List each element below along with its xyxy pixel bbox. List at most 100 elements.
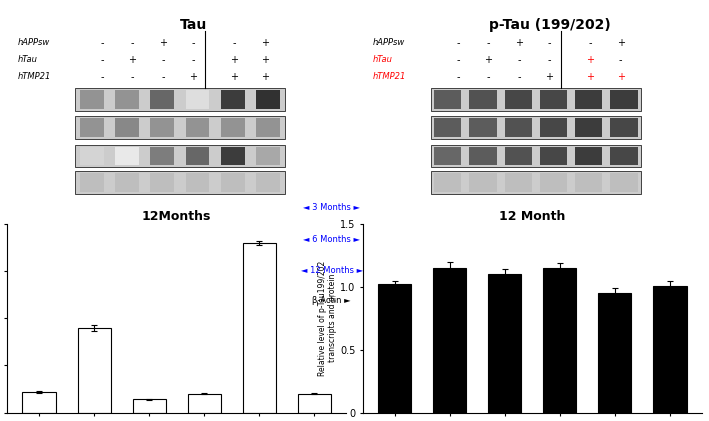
Bar <box>186 173 209 192</box>
Bar <box>431 116 641 139</box>
Text: -: - <box>588 38 592 48</box>
Bar <box>188 394 220 413</box>
Bar <box>80 90 104 109</box>
Text: -: - <box>191 38 195 48</box>
Text: hAPPsw: hAPPsw <box>17 38 50 47</box>
Bar <box>575 147 602 165</box>
Bar <box>256 118 280 137</box>
Text: -: - <box>233 38 236 48</box>
Bar <box>433 268 467 413</box>
Bar <box>575 90 602 109</box>
Bar <box>115 173 139 192</box>
Text: hTau: hTau <box>373 55 393 64</box>
Text: -: - <box>486 72 490 82</box>
Text: -: - <box>191 55 195 65</box>
Bar <box>256 90 280 109</box>
Text: -: - <box>547 55 551 65</box>
Text: β-Actin ►: β-Actin ► <box>313 296 351 305</box>
Text: +: + <box>261 55 269 65</box>
Bar <box>543 268 576 413</box>
Bar <box>610 118 637 137</box>
Bar <box>379 284 411 413</box>
Title: 12Months: 12Months <box>142 210 211 223</box>
Bar <box>469 147 496 165</box>
Text: -: - <box>456 72 459 82</box>
Bar <box>150 147 174 165</box>
Text: +: + <box>617 38 625 48</box>
Bar <box>77 328 111 413</box>
Text: -: - <box>456 38 459 48</box>
Text: +: + <box>586 72 594 82</box>
Text: -: - <box>100 55 104 65</box>
Text: +: + <box>261 72 269 82</box>
Bar <box>540 147 567 165</box>
Text: -: - <box>619 55 623 65</box>
Text: hTMP21: hTMP21 <box>17 72 50 81</box>
Bar <box>540 90 567 109</box>
Bar <box>256 173 280 192</box>
Bar <box>221 147 245 165</box>
Bar <box>150 173 174 192</box>
Bar <box>115 147 139 165</box>
Bar <box>75 171 285 194</box>
Bar <box>469 90 496 109</box>
Text: hAPPsw: hAPPsw <box>373 38 406 47</box>
Bar <box>75 88 285 111</box>
Text: p-Tau (199/202): p-Tau (199/202) <box>489 18 610 32</box>
Bar <box>431 171 641 194</box>
Bar <box>186 147 209 165</box>
Bar <box>434 90 462 109</box>
Bar <box>434 118 462 137</box>
Bar <box>434 147 462 165</box>
Bar <box>610 147 637 165</box>
Bar <box>598 293 632 413</box>
Bar <box>221 90 245 109</box>
Text: -: - <box>517 55 520 65</box>
Text: Tau: Tau <box>180 18 207 32</box>
Text: +: + <box>617 72 625 82</box>
Bar <box>186 90 209 109</box>
Bar <box>80 118 104 137</box>
Text: -: - <box>161 55 164 65</box>
Text: -: - <box>130 72 134 82</box>
Bar <box>186 118 209 137</box>
Bar <box>133 400 166 413</box>
Bar <box>505 147 532 165</box>
Text: +: + <box>230 55 238 65</box>
Text: +: + <box>159 38 167 48</box>
Bar <box>80 173 104 192</box>
Text: +: + <box>230 72 238 82</box>
Bar <box>431 145 641 167</box>
Bar <box>221 118 245 137</box>
Bar <box>298 394 330 413</box>
Text: +: + <box>128 55 137 65</box>
Bar <box>654 285 686 413</box>
Text: -: - <box>100 72 104 82</box>
Bar <box>505 173 532 192</box>
Bar <box>23 392 55 413</box>
Text: ◄ 3 Months ►: ◄ 3 Months ► <box>303 203 360 213</box>
Bar <box>431 88 641 111</box>
Bar <box>469 173 496 192</box>
Bar <box>540 173 567 192</box>
Bar <box>575 118 602 137</box>
Text: -: - <box>517 72 520 82</box>
Text: -: - <box>100 38 104 48</box>
Text: -: - <box>161 72 164 82</box>
Bar <box>505 118 532 137</box>
Text: +: + <box>189 72 198 82</box>
Bar <box>115 118 139 137</box>
Bar <box>610 173 637 192</box>
Text: -: - <box>486 38 490 48</box>
Bar <box>540 118 567 137</box>
Bar <box>115 90 139 109</box>
Bar <box>610 90 637 109</box>
Text: +: + <box>586 55 594 65</box>
Text: hTau: hTau <box>17 55 37 64</box>
Bar <box>575 173 602 192</box>
Text: +: + <box>484 55 492 65</box>
Bar <box>75 116 285 139</box>
Text: -: - <box>456 55 459 65</box>
Title: 12 Month: 12 Month <box>499 210 566 223</box>
Bar <box>489 274 521 413</box>
